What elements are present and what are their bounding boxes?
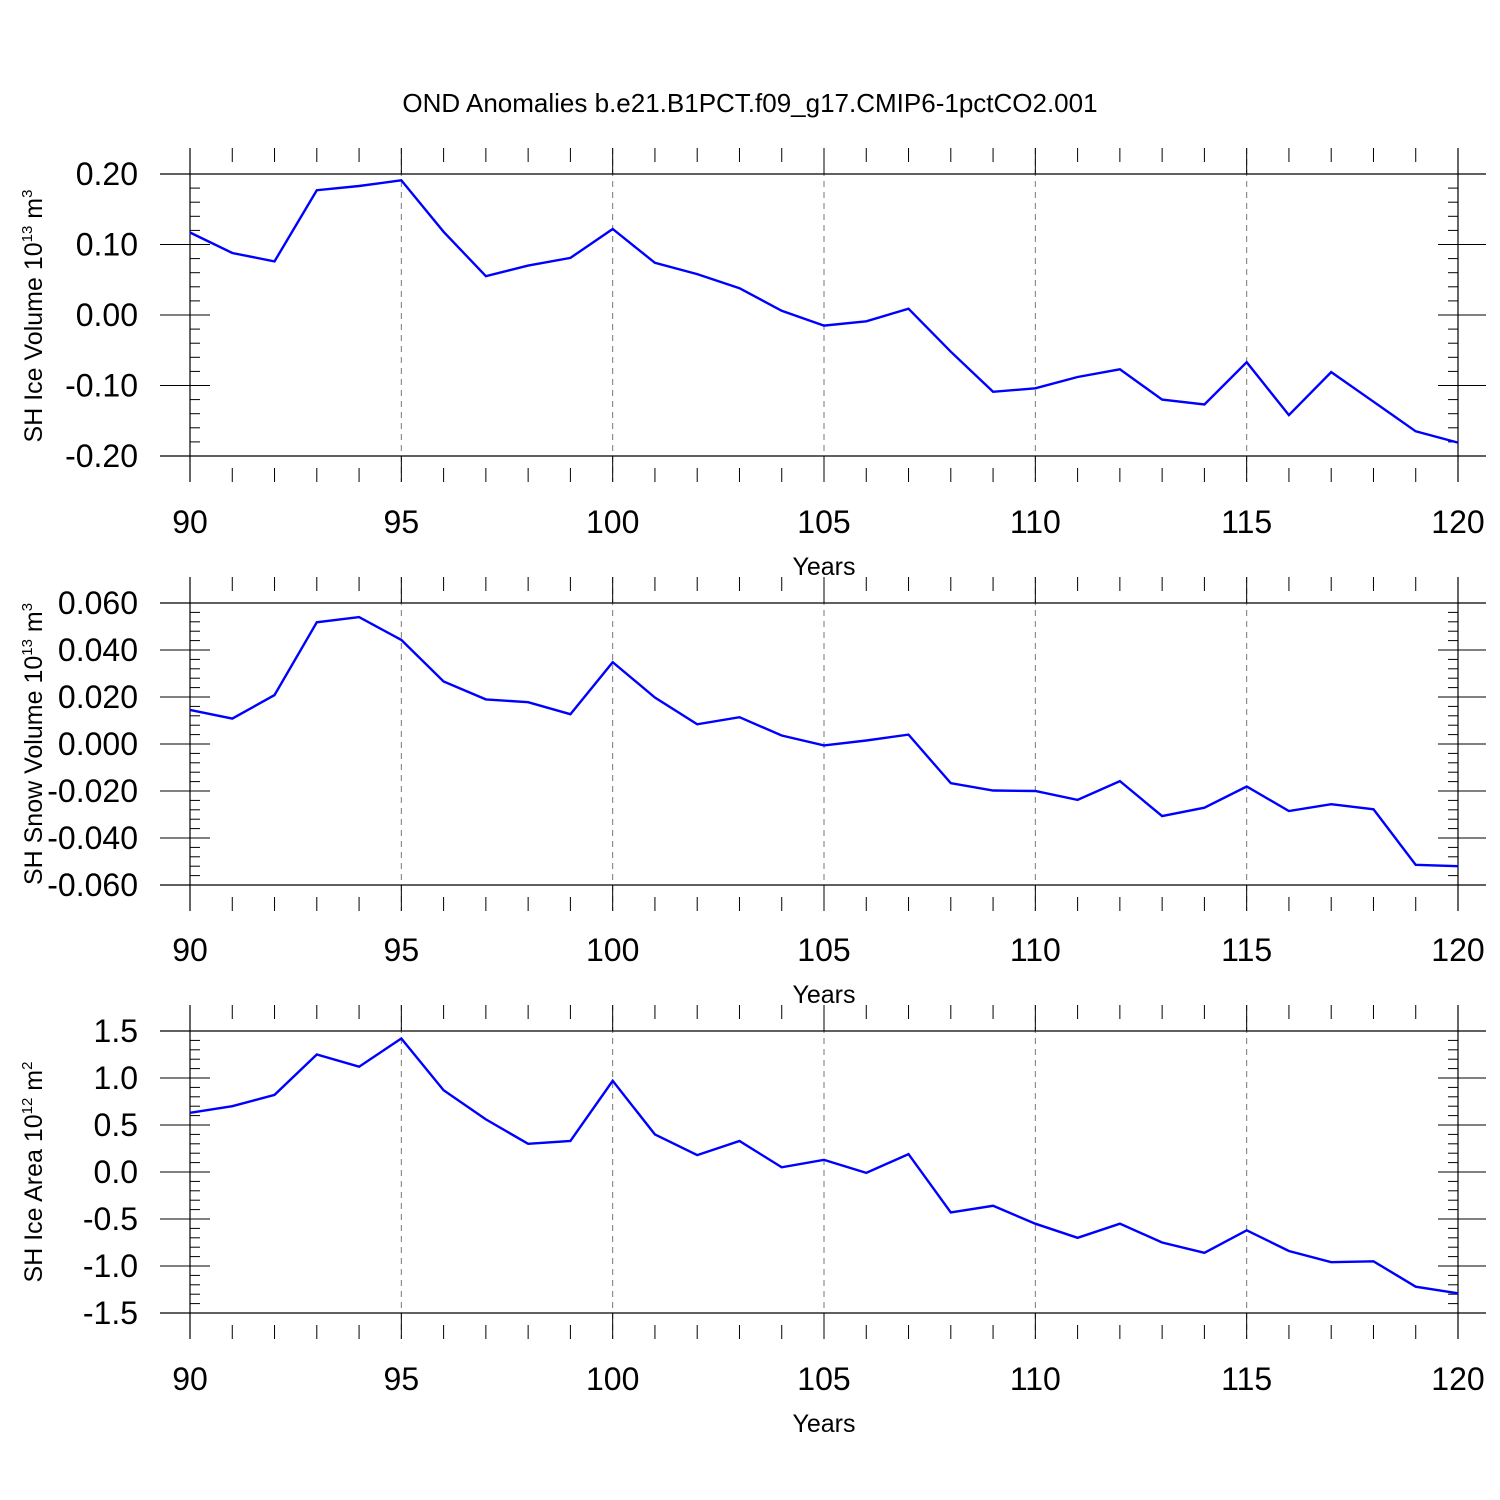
x-tick-label: 105 — [797, 1361, 850, 1397]
x-tick-label: 120 — [1431, 504, 1484, 540]
series-line-ice-area — [189, 1036, 1459, 1295]
y-tick-label: 1.5 — [94, 1013, 138, 1049]
panels: 0.20 0.10 0.00 -0.10 -0.20 90 95 100 105 110 115 12… — [19, 148, 1486, 1438]
figure-title: OND Anomalies b.e21.B1PCT.f09_g17.CMIP6-… — [402, 88, 1097, 118]
y-tick-label: -0.060 — [47, 867, 138, 903]
x-axis-title: Years — [792, 1410, 855, 1438]
y-tick-label: 0.020 — [58, 679, 138, 715]
x-tick-label: 105 — [797, 504, 850, 540]
y-tick-label: -0.10 — [65, 368, 138, 404]
series-line-snow-volume — [189, 615, 1459, 868]
x-tick-label: 120 — [1431, 932, 1484, 968]
y-axis-title: SH Snow Volume 1013 m3 — [19, 603, 48, 885]
y-axis-title-superscript: 12 — [19, 1098, 36, 1115]
y-tick-label: 0.10 — [76, 227, 138, 263]
y-tick-label: 0.0 — [94, 1154, 138, 1190]
x-axis-title: Years — [792, 553, 855, 581]
x-tick-label: 90 — [172, 932, 208, 968]
x-tick-label: 95 — [384, 1361, 420, 1397]
y-tick-label: -0.040 — [47, 820, 138, 856]
x-tick-label: 115 — [1221, 1361, 1272, 1397]
y-axis-title-superscript: 3 — [19, 190, 36, 198]
x-tick-label: 115 — [1221, 932, 1272, 968]
y-axis-title-text: m — [20, 1070, 48, 1098]
x-tick-label: 115 — [1221, 504, 1272, 540]
panel-snow-volume: 0.060 0.040 0.020 0.000 -0.020 -0.040 -0.060 90… — [19, 577, 1486, 1009]
y-tick-label: -1.0 — [83, 1248, 138, 1284]
y-tick-label: -0.5 — [83, 1201, 138, 1237]
y-tick-label: -1.5 — [83, 1295, 138, 1331]
x-tick-label: 105 — [797, 932, 850, 968]
x-tick-label: 120 — [1431, 1361, 1484, 1397]
y-axis-title-superscript: 2 — [19, 1062, 36, 1070]
y-tick-label: 0.20 — [76, 156, 138, 192]
x-tick-label: 90 — [172, 1361, 208, 1397]
x-tick-label: 110 — [1010, 932, 1061, 968]
y-tick-label: 0.000 — [58, 726, 138, 762]
x-tick-label: 95 — [384, 504, 420, 540]
x-axis-title: Years — [792, 981, 855, 1009]
x-tick-label: 100 — [586, 504, 639, 540]
y-axis-title-text: SH Snow Volume 10 — [20, 656, 48, 885]
y-tick-label: 1.0 — [94, 1060, 138, 1096]
y-axis-title-text: SH Ice Volume 10 — [20, 242, 48, 442]
y-tick-label: 0.040 — [58, 632, 138, 668]
y-axis-title: SH Ice Volume 1013 m3 — [19, 190, 48, 443]
y-axis-title-text: m — [20, 198, 48, 226]
panel-ice-area: 1.5 1.0 0.5 0.0 -0.5 -1.0 -1.5 90 95 100 105 110 115… — [19, 1005, 1486, 1438]
x-tick-label: 100 — [586, 1361, 639, 1397]
x-tick-label: 110 — [1010, 504, 1061, 540]
y-tick-label: 0.5 — [94, 1107, 138, 1143]
x-tick-label: 100 — [586, 932, 639, 968]
y-axis-title-superscript: 13 — [19, 226, 36, 243]
y-axis-title-superscript: 3 — [19, 603, 36, 611]
y-tick-label: -0.20 — [65, 438, 138, 474]
y-axis-title-text: SH Ice Area 10 — [20, 1114, 48, 1282]
y-axis-title: SH Ice Area 1012 m2 — [19, 1062, 48, 1283]
y-axis-title-superscript: 13 — [19, 639, 36, 656]
x-tick-label: 110 — [1010, 1361, 1061, 1397]
y-tick-label: 0.00 — [76, 297, 138, 333]
y-tick-label: 0.060 — [58, 585, 138, 621]
y-axis-title-text: m — [20, 611, 48, 639]
panel-ice-volume: 0.20 0.10 0.00 -0.10 -0.20 90 95 100 105 110 115 12… — [19, 148, 1486, 581]
x-tick-label: 90 — [172, 504, 208, 540]
series-line-ice-volume — [189, 179, 1459, 444]
x-tick-label: 95 — [384, 932, 420, 968]
y-tick-label: -0.020 — [47, 773, 138, 809]
